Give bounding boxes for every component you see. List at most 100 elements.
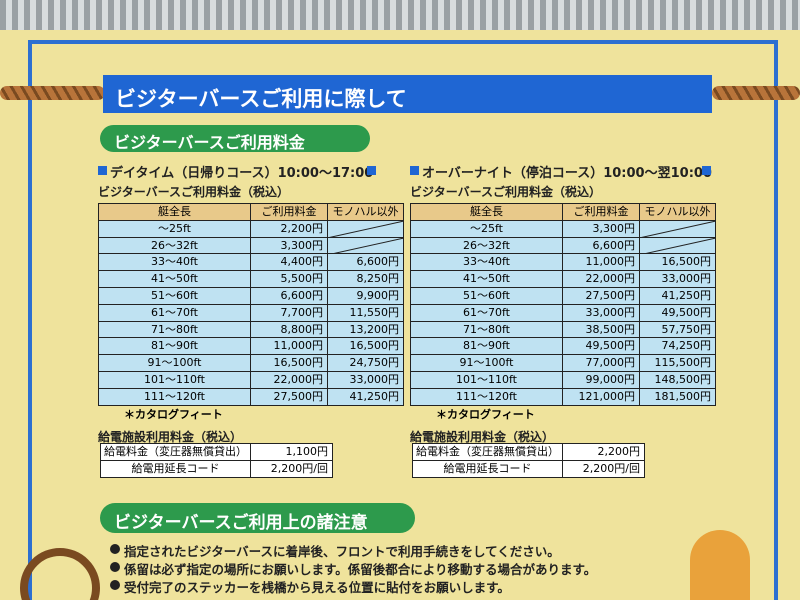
table-cell: ～25ft <box>410 219 563 238</box>
table-cell: 111～120ft <box>410 387 563 406</box>
table-cell: 22,000円 <box>250 371 328 389</box>
table-cell: 121,000円 <box>562 387 640 406</box>
table-cell: 8,800円 <box>250 320 328 339</box>
table-cell: 41～50ft <box>410 270 563 288</box>
power-cell: 給電料金（変圧器無償貸出） <box>412 443 563 461</box>
notice-item: 指定されたビジターバースに着岸後、フロントで利用手続きをしてください。 <box>124 544 560 559</box>
table-cell: 61～70ft <box>410 303 563 322</box>
table-header: ご利用料金 <box>562 203 640 221</box>
table-title: ビジターバースご利用料金（税込） <box>98 185 290 199</box>
table-cell: 11,000円 <box>562 253 640 272</box>
table-cell: 16,500円 <box>327 337 404 356</box>
ship-wheel <box>20 548 100 600</box>
table-cell: 91～100ft <box>410 354 563 372</box>
table-cell: 2,200円 <box>250 219 328 238</box>
course-label: デイタイム（日帰りコース）10:00～17:00 <box>110 166 374 181</box>
mesh-fence <box>0 0 800 30</box>
empty-cell <box>327 219 404 238</box>
empty-cell <box>327 236 404 255</box>
table-header: モノハル以外 <box>327 203 404 221</box>
table-cell: 74,250円 <box>639 337 716 356</box>
section-heading: ビジターバースご利用上の諸注意 <box>114 513 368 533</box>
table-cell: 81～90ft <box>98 337 251 356</box>
table-cell: 6,600円 <box>250 287 328 305</box>
table-cell: 71～80ft <box>98 320 251 339</box>
table-header: ご利用料金 <box>250 203 328 221</box>
table-cell: 3,300円 <box>250 236 328 255</box>
table-cell: ～25ft <box>98 219 251 238</box>
table-cell: 71～80ft <box>410 320 563 339</box>
rope <box>712 86 800 100</box>
table-cell: 26～32ft <box>98 236 251 255</box>
note: ＊カタログフィート <box>124 408 223 421</box>
blue-square <box>98 166 107 175</box>
notice-item: 受付完了のステッカーを桟橋から見える位置に貼付をお願いします。 <box>124 580 510 595</box>
bullet <box>110 580 120 590</box>
table-cell: 27,500円 <box>250 387 328 406</box>
table-cell: 51～60ft <box>98 287 251 305</box>
table-cell: 7,700円 <box>250 303 328 322</box>
table-cell: 101～110ft <box>98 371 251 389</box>
diagonal <box>642 237 715 254</box>
table-cell: 33～40ft <box>410 253 563 272</box>
bullet <box>110 562 120 572</box>
table-cell: 16,500円 <box>639 253 716 272</box>
section-pill: ビジターバースご利用上の諸注意 <box>100 503 415 533</box>
table-cell: 99,000円 <box>562 371 640 389</box>
table-cell: 33,000円 <box>327 371 404 389</box>
power-cell: 給電用延長コード <box>100 460 251 478</box>
power-title: 給電施設利用料金（税込） <box>98 430 243 444</box>
table-title: ビジターバースご利用料金（税込） <box>410 185 602 199</box>
course-label: オーバーナイト（停泊コース）10:00～翌10:00 <box>422 166 712 181</box>
table-cell: 181,500円 <box>639 387 716 406</box>
diagonal <box>330 220 403 237</box>
power-cell: 給電用延長コード <box>412 460 563 478</box>
table-cell: 27,500円 <box>562 287 640 305</box>
table-cell: 6,600円 <box>327 253 404 272</box>
table-cell: 13,200円 <box>327 320 404 339</box>
table-cell: 4,400円 <box>250 253 328 272</box>
table-header: 艇全長 <box>98 203 251 221</box>
blue-square <box>410 166 419 175</box>
note: ＊カタログフィート <box>436 408 535 421</box>
table-cell: 33,000円 <box>562 303 640 322</box>
table-cell: 26～32ft <box>410 236 563 255</box>
table-cell: 148,500円 <box>639 371 716 389</box>
table-cell: 38,500円 <box>562 320 640 339</box>
table-cell: 111～120ft <box>98 387 251 406</box>
table-cell: 57,750円 <box>639 320 716 339</box>
rope <box>0 86 105 100</box>
power-cell: 1,100円 <box>250 443 333 461</box>
blue-square <box>702 166 711 175</box>
notice-item: 係留は必ず指定の場所にお願いします。係留後都合により移動する場合があります。 <box>124 562 597 577</box>
power-cell: 2,200円/回 <box>562 460 645 478</box>
diagonal <box>642 220 715 237</box>
power-cell: 2,200円/回 <box>250 460 333 478</box>
table-cell: 101～110ft <box>410 371 563 389</box>
table-cell: 49,500円 <box>639 303 716 322</box>
bullet <box>110 544 120 554</box>
table-cell: 24,750円 <box>327 354 404 372</box>
table-cell: 22,000円 <box>562 270 640 288</box>
table-header: モノハル以外 <box>639 203 716 221</box>
table-cell: 3,300円 <box>562 219 640 238</box>
table-cell: 11,000円 <box>250 337 328 356</box>
empty-cell <box>639 236 716 255</box>
table-cell: 9,900円 <box>327 287 404 305</box>
empty-cell <box>639 219 716 238</box>
table-cell: 41,250円 <box>327 387 404 406</box>
mascot <box>690 530 750 600</box>
table-cell: 81～90ft <box>410 337 563 356</box>
power-cell: 2,200円 <box>562 443 645 461</box>
table-cell: 115,500円 <box>639 354 716 372</box>
title-bar: ビジターバースご利用に際して <box>103 75 712 113</box>
table-header: 艇全長 <box>410 203 563 221</box>
blue-square <box>367 166 376 175</box>
power-cell: 給電料金（変圧器無償貸出） <box>100 443 251 461</box>
table-cell: 33～40ft <box>98 253 251 272</box>
table-cell: 77,000円 <box>562 354 640 372</box>
title: ビジターバースご利用に際して <box>115 87 407 111</box>
table-cell: 61～70ft <box>98 303 251 322</box>
section-pill: ビジターバースご利用料金 <box>100 125 370 152</box>
